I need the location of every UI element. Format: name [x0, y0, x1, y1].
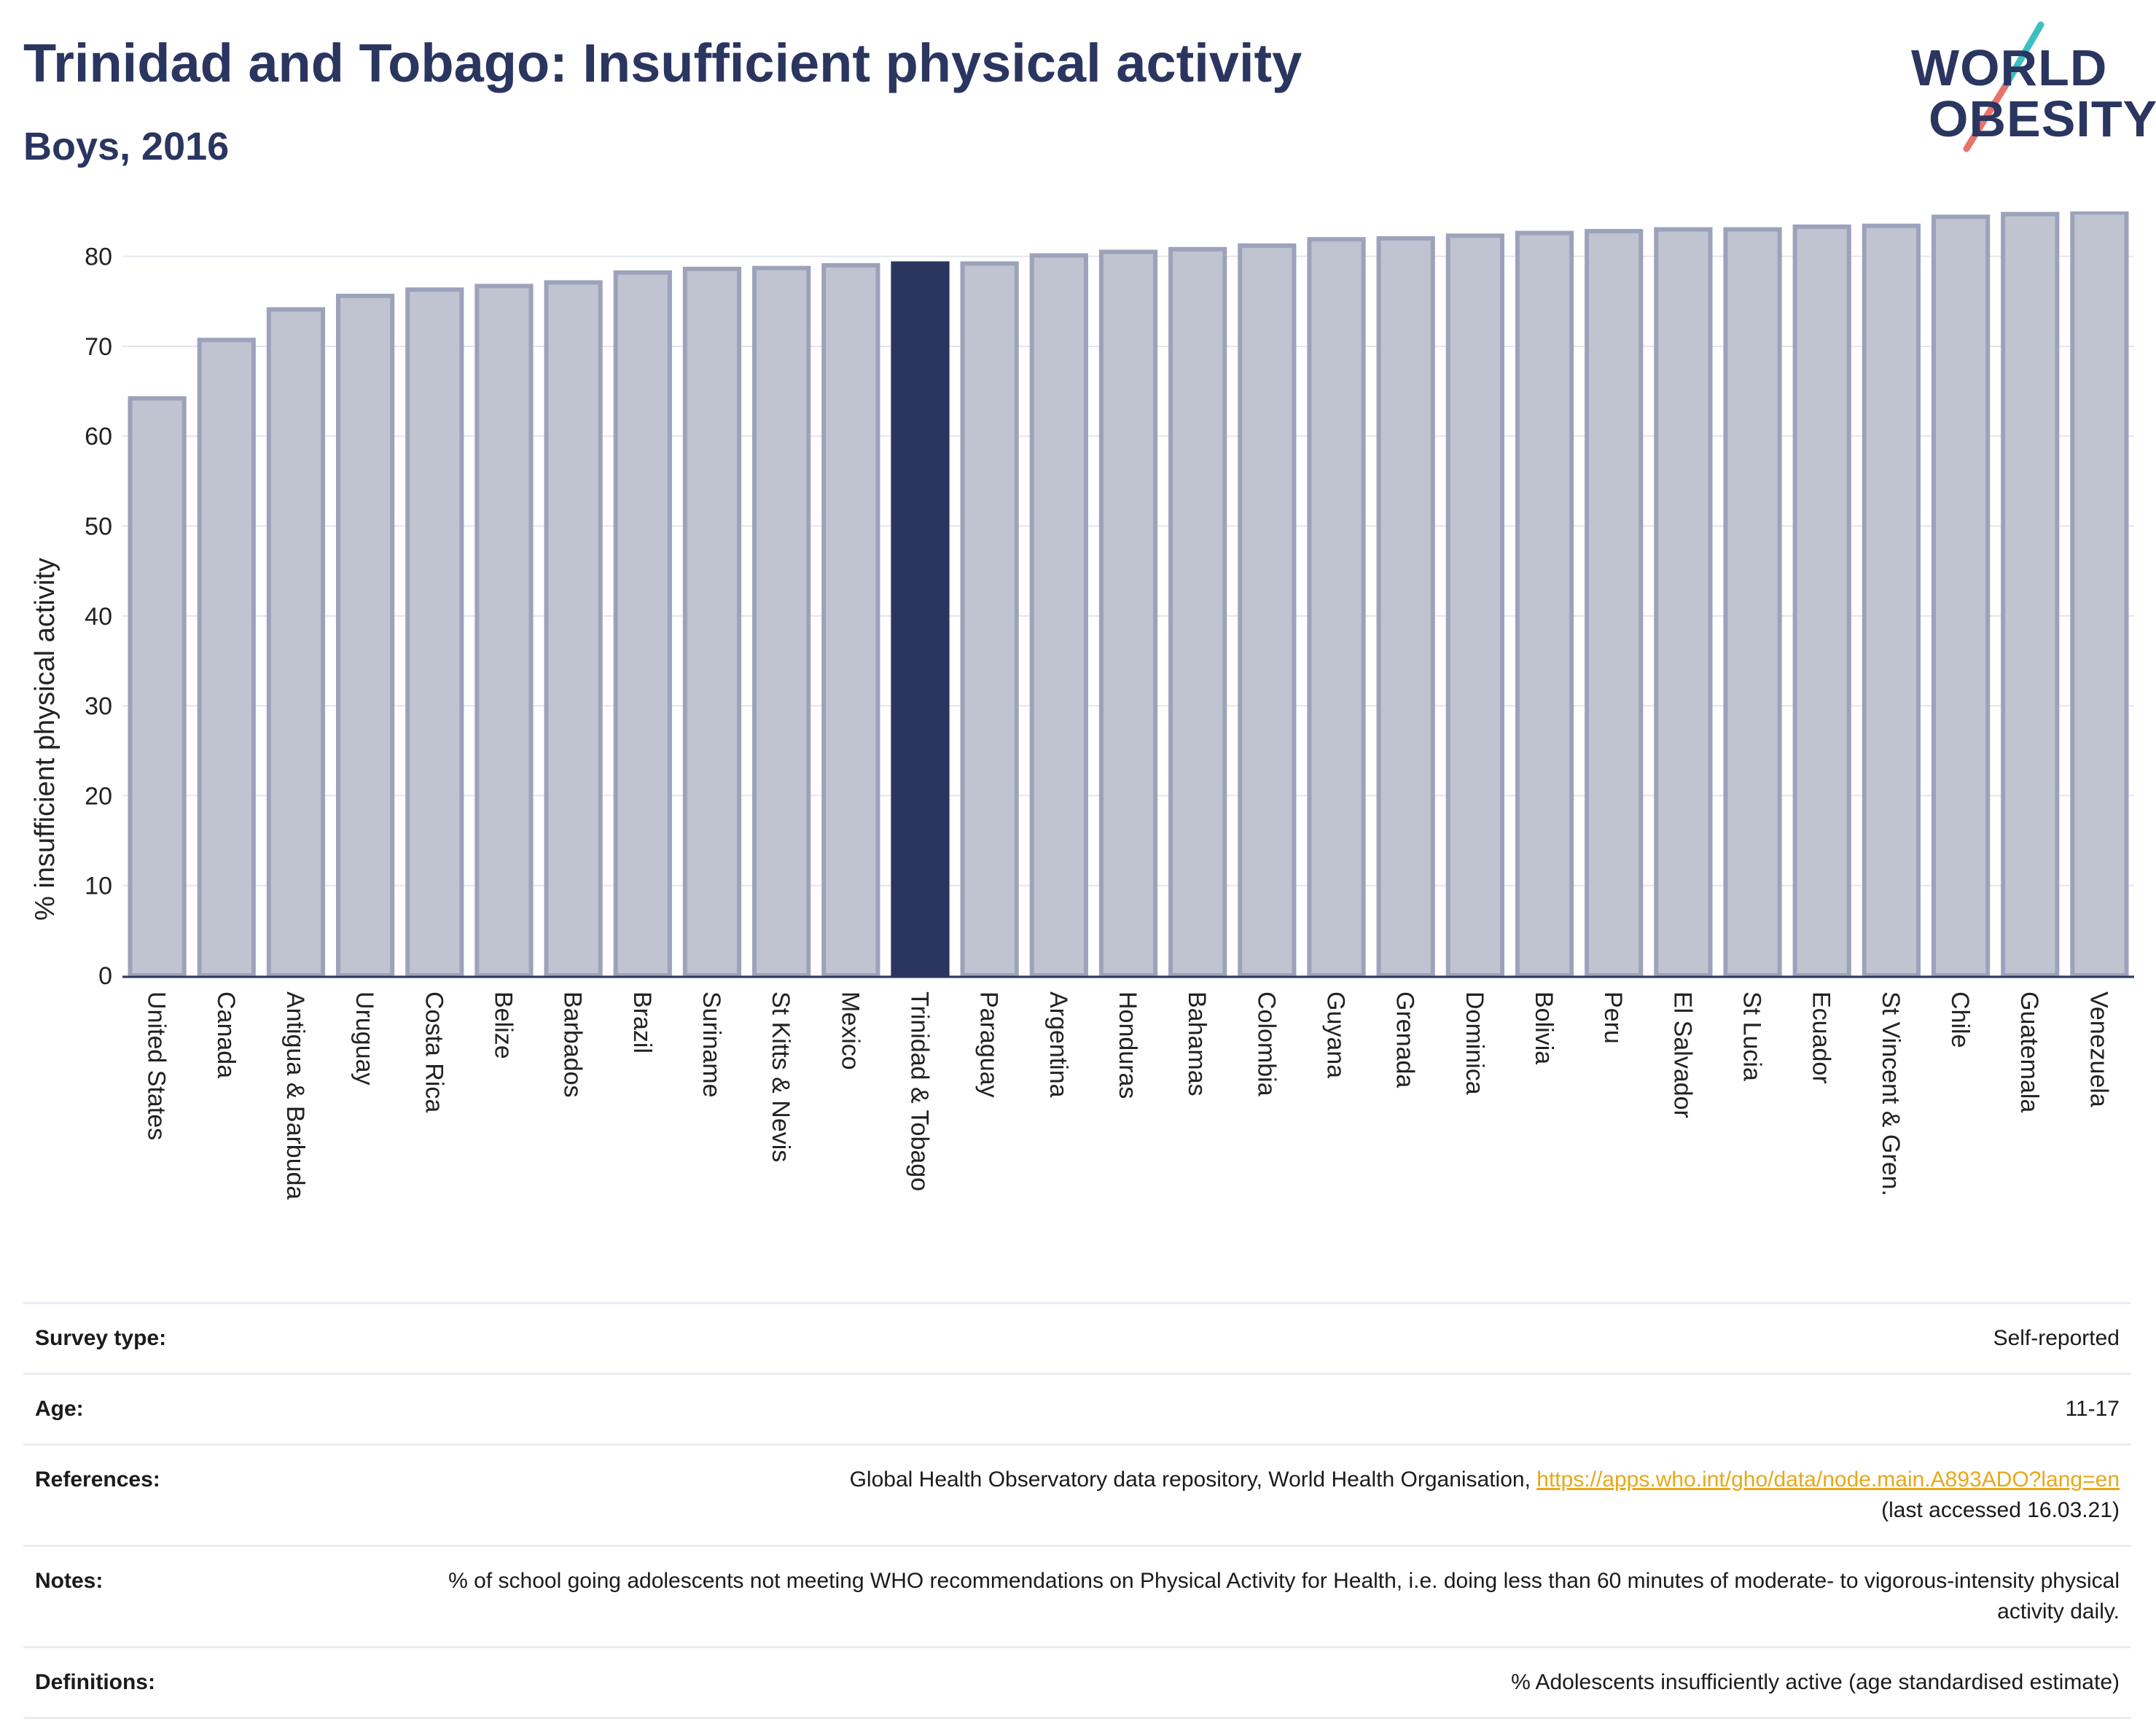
x-tick-label: Trinidad & Tobago	[905, 991, 933, 1191]
y-tick-label: 60	[85, 423, 112, 451]
survey-type-value: Self-reported	[1993, 1326, 2120, 1350]
bar	[1723, 227, 1782, 978]
y-axis-ticks: 0 10 20 30 40 50 60 70 80	[85, 243, 112, 990]
age-label: Age:	[35, 1397, 84, 1421]
x-tick-label: St Lucia	[1738, 991, 1766, 1081]
x-tick-label: Peru	[1599, 991, 1627, 1044]
y-axis-title: % insufficient physical activity	[30, 558, 60, 921]
bar	[1792, 224, 1851, 978]
bar	[1931, 214, 1991, 978]
references-label: References:	[35, 1467, 160, 1492]
logo-word-obesity: OBESITY	[1929, 90, 2156, 147]
x-tick-label: Paraguay	[975, 991, 1003, 1098]
y-tick-label: 70	[85, 333, 112, 361]
x-tick-label: Venezuela	[2085, 991, 2112, 1107]
bar	[544, 280, 603, 978]
bar	[821, 262, 880, 978]
x-tick-label: Bolivia	[1530, 991, 1558, 1064]
x-axis-labels: United States Canada Antigua & Barbuda Urug…	[143, 991, 2113, 1200]
notes-label: Notes:	[35, 1569, 103, 1593]
bar	[682, 266, 742, 978]
bar	[1376, 235, 1435, 978]
y-tick-label: 40	[85, 603, 112, 631]
x-tick-label: Canada	[212, 991, 240, 1078]
x-tick-label: Antigua & Barbuda	[281, 991, 309, 1200]
logo-word-world: WORLD	[1911, 39, 2108, 96]
bar	[2001, 211, 2060, 978]
bar	[1029, 253, 1088, 978]
bar	[1585, 229, 1644, 978]
references-value: Global Health Observatory data repositor…	[426, 1445, 2131, 1546]
x-tick-label: St Kitts & Nevis	[767, 991, 794, 1162]
x-tick-label: Barbados	[559, 991, 587, 1098]
bar	[1445, 233, 1504, 978]
survey-type-label: Survey type:	[35, 1326, 167, 1350]
bar-chart: 0 10 20 30 40 50 60 70 80 United States Canada Ant…	[30, 211, 2134, 1200]
x-tick-label: Bahamas	[1183, 991, 1211, 1096]
x-tick-label: Honduras	[1114, 991, 1141, 1099]
x-tick-label: Ecuador	[1808, 991, 1835, 1084]
references-link[interactable]: https://apps.who.int/gho/data/node.main.…	[1536, 1467, 2120, 1492]
x-tick-label: Brazil	[628, 991, 656, 1053]
bar	[613, 270, 672, 978]
y-tick-label: 80	[85, 243, 112, 271]
y-tick-label: 50	[85, 513, 112, 541]
bar	[1515, 230, 1574, 978]
bar	[405, 287, 464, 978]
x-tick-label: Costa Rica	[420, 991, 448, 1112]
info-row-notes: Notes: % of school going adolescents not…	[23, 1545, 2131, 1648]
definitions-label: Definitions:	[35, 1670, 155, 1694]
bar	[1098, 249, 1158, 978]
info-row-survey-type: Survey type: Self-reported	[23, 1303, 2131, 1374]
bar	[1168, 246, 1227, 978]
x-tick-label: United States	[143, 991, 171, 1140]
age-value: 11-17	[2065, 1397, 2120, 1421]
bar	[128, 396, 187, 978]
x-tick-label: Grenada	[1391, 991, 1419, 1088]
bar	[335, 293, 395, 978]
definitions-value: % Adolescents insufficiently active (age…	[1511, 1670, 2120, 1694]
y-tick-label: 0	[98, 962, 112, 990]
x-tick-label: Colombia	[1252, 991, 1280, 1096]
bar	[2070, 211, 2129, 978]
x-tick-label: Suriname	[698, 991, 725, 1098]
x-tick-label: St Vincent & Gren.	[1877, 991, 1905, 1196]
x-tick-label: Guatemala	[2015, 991, 2043, 1112]
info-row-definitions: Definitions: % Adolescents insufficientl…	[23, 1647, 2131, 1718]
x-tick-label: El Salvador	[1668, 991, 1696, 1118]
notes-value: % of school going adolescents not meetin…	[448, 1569, 2120, 1624]
world-obesity-logo: WORLD OBESITY	[1895, 20, 2156, 159]
x-tick-label: Uruguay	[351, 991, 378, 1085]
bar	[1862, 223, 1921, 978]
chart-title: Trinidad and Tobago: Insufficient physic…	[23, 33, 1302, 93]
logo-slash-icon	[1963, 21, 2044, 152]
x-tick-label: Dominica	[1461, 991, 1488, 1095]
bar	[197, 338, 256, 978]
x-tick-label: Mexico	[836, 991, 864, 1070]
info-row-references: References: Global Health Observatory da…	[23, 1444, 2131, 1546]
y-tick-label: 10	[85, 873, 112, 900]
x-tick-label: Guyana	[1322, 991, 1350, 1078]
bar	[752, 265, 811, 978]
bar	[474, 284, 534, 978]
references-accessed: (last accessed 16.03.21)	[1881, 1498, 2120, 1522]
info-row-age: Age: 11-17	[23, 1373, 2131, 1445]
bar	[960, 261, 1019, 978]
y-tick-label: 30	[85, 693, 112, 720]
references-text: Global Health Observatory data repositor…	[849, 1467, 1537, 1492]
y-tick-label: 20	[85, 782, 112, 810]
bar	[1238, 243, 1297, 978]
bar	[266, 307, 326, 978]
bar	[1307, 237, 1366, 978]
bars	[128, 211, 2129, 978]
x-tick-label: Argentina	[1044, 991, 1072, 1098]
x-tick-label: Belize	[489, 991, 517, 1059]
x-tick-label: Chile	[1946, 991, 1974, 1048]
info-table: Survey type: Self-reported Age: 11-17 Re…	[23, 1302, 2131, 1719]
bar	[1654, 227, 1713, 978]
bar-highlighted	[891, 261, 950, 978]
chart-subtitle: Boys, 2016	[23, 125, 230, 168]
